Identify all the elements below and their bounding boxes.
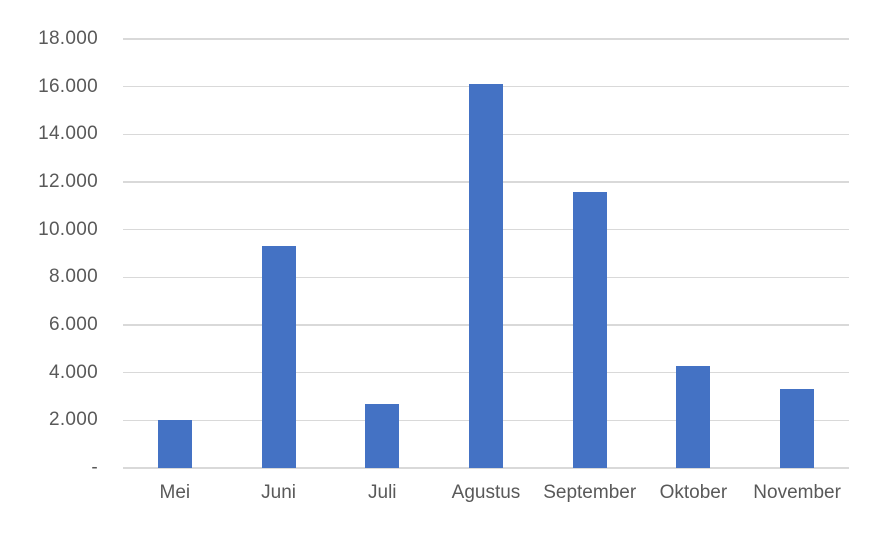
bars [123,39,849,468]
y-tick-label: 6.000 [48,314,98,335]
plot-area [123,38,849,469]
gridline [123,38,849,40]
y-tick-label: 10.000 [38,218,98,240]
bar-juni [261,246,296,468]
bar-agustus [469,84,503,468]
x-axis: Mei Juni Juli Agustus September Oktober Novemb… [123,480,849,510]
x-tick-label: September [543,482,637,503]
y-tick-label: 4.000 [48,361,98,383]
y-tick-label: 18.000 [38,28,98,49]
bar-mei [157,420,192,468]
x-axis-line [123,467,849,469]
x-tick-label: Juli [368,482,397,503]
bar-september [572,191,607,468]
bar-juli [365,403,400,468]
y-tick-label: - [91,457,98,478]
x-tick-label: Oktober [659,482,728,503]
bar-november [780,389,815,468]
y-tick-label: 8.000 [48,266,98,288]
y-tick-label: 2.000 [48,409,98,431]
y-tick-label: 16.000 [38,75,98,97]
y-axis: 18.000 16.000 14.000 12.000 10.000 8.000 6.000… [0,0,98,542]
x-tick-label: Agustus [451,482,521,503]
bar-oktober [676,365,711,468]
y-tick-label: 12.000 [38,171,98,192]
x-tick-label: November [753,482,841,503]
y-tick-label: 14.000 [38,123,98,145]
x-tick-label: Mei [159,482,191,503]
x-tick-label: Juni [261,482,296,503]
